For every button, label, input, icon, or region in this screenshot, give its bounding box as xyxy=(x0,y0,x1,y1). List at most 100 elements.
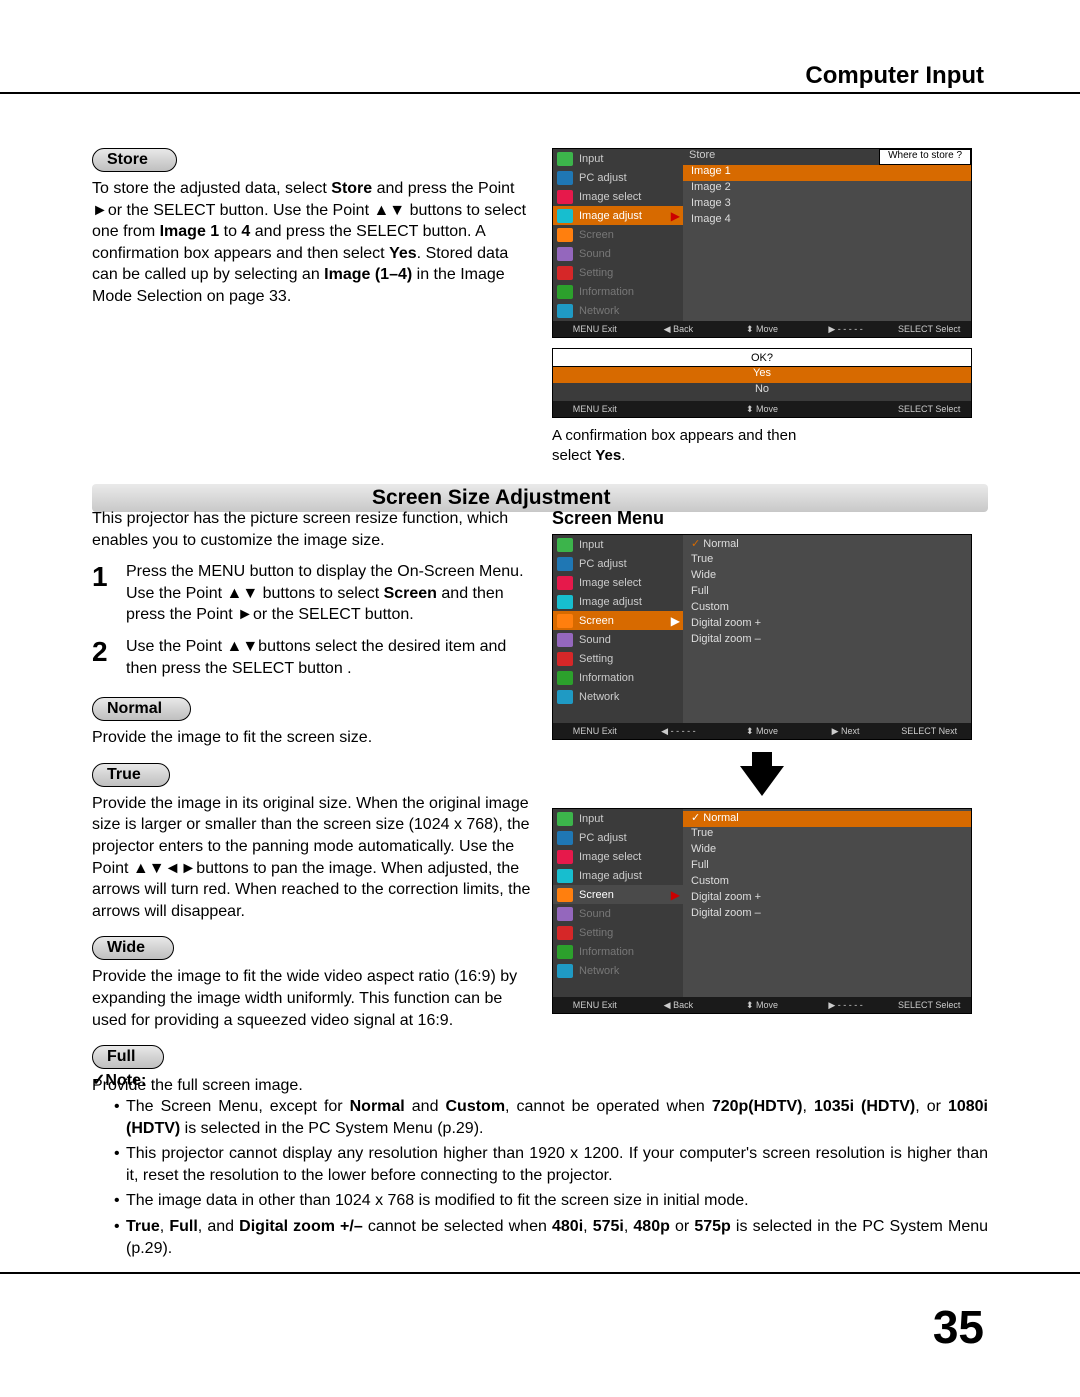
rule-bottom xyxy=(0,1272,1080,1274)
menu-icon xyxy=(557,152,573,166)
osd-side-label: Screen xyxy=(579,615,614,627)
osd-where: Where to store ? xyxy=(879,149,971,165)
osd-side-label: Setting xyxy=(579,653,613,665)
store-text: To store the adjusted data, select Store… xyxy=(92,178,537,308)
step-num-2: 2 xyxy=(92,636,126,679)
osd-screen-opt: Full xyxy=(683,859,971,875)
osd-side-label: Network xyxy=(579,691,619,703)
osd-hint: ▶ Next xyxy=(804,726,888,737)
osd-hint: MENU Exit xyxy=(553,404,637,414)
osd-screen-opt: Custom xyxy=(683,875,971,891)
osd-side-label: Network xyxy=(579,305,619,317)
osd-side-label: Image select xyxy=(579,191,641,203)
step-num-1: 1 xyxy=(92,561,126,626)
osd-side-item: PC adjust xyxy=(553,554,683,573)
osd-side-label: PC adjust xyxy=(579,172,627,184)
osd-image-opt: Image 4 xyxy=(683,213,971,229)
osd-screen-opt: Wide xyxy=(683,569,971,585)
menu-icon xyxy=(557,812,573,826)
menu-icon xyxy=(557,209,573,223)
chevron-right-icon: ▶ xyxy=(671,209,680,223)
osd-screen-opt: ✓ Normal xyxy=(683,811,971,827)
menu-icon xyxy=(557,576,573,590)
menu-icon xyxy=(557,247,573,261)
confirm-ok: OK? xyxy=(553,349,971,367)
menu-icon xyxy=(557,964,573,978)
check-icon: ✓ xyxy=(691,538,703,550)
osd-hint: ⬍ Move xyxy=(720,324,804,335)
osd-side-label: Information xyxy=(579,672,634,684)
menu-icon xyxy=(557,595,573,609)
menu-icon xyxy=(557,888,573,902)
osd-side-item: Screen▶ xyxy=(553,885,683,904)
osd-side-item: Screen xyxy=(553,225,683,244)
pill-true: True xyxy=(92,763,170,787)
osd-hint: MENU Exit xyxy=(553,324,637,334)
osd-side-label: Image adjust xyxy=(579,870,642,882)
osd-side-item: Network xyxy=(553,301,683,320)
osd-screen-opt: True xyxy=(683,553,971,569)
menu-icon xyxy=(557,228,573,242)
osd-side-item: Input xyxy=(553,535,683,554)
osd-confirm: OK? Yes No MENU Exit⬍ MoveSELECT Select xyxy=(552,348,972,418)
osd-image-opt: Image 2 xyxy=(683,181,971,197)
osd-side-item: PC adjust xyxy=(553,168,683,187)
menu-icon xyxy=(557,869,573,883)
osd-screen-opt: Custom xyxy=(683,601,971,617)
osd-side-item: Information xyxy=(553,668,683,687)
osd-side-item: PC adjust xyxy=(553,828,683,847)
osd-side-label: Network xyxy=(579,965,619,977)
menu-icon xyxy=(557,831,573,845)
osd-side-label: PC adjust xyxy=(579,558,627,570)
intro-text: This projector has the picture screen re… xyxy=(92,508,537,551)
step-text-2: Use the Point ▲▼buttons select the desir… xyxy=(126,636,537,679)
osd-side-label: Sound xyxy=(579,634,611,646)
osd-side-item: Input xyxy=(553,149,683,168)
osd-hint: SELECT Select xyxy=(887,1000,971,1010)
osd-side-item: Setting xyxy=(553,649,683,668)
osd-screen-1: InputPC adjustImage selectImage adjustSc… xyxy=(552,534,972,740)
arrow-down-icon xyxy=(740,766,784,796)
check-icon: ✓ xyxy=(691,812,703,824)
screen-menu-label: Screen Menu xyxy=(552,508,664,529)
pill-normal: Normal xyxy=(92,697,191,721)
osd-side-item: Sound xyxy=(553,904,683,923)
step-1: 1 Press the MENU button to display the O… xyxy=(92,561,537,626)
menu-icon xyxy=(557,557,573,571)
confirm-no: No xyxy=(553,383,971,399)
osd-side-item: Information xyxy=(553,942,683,961)
osd-image-opt: Image 1 xyxy=(683,165,971,181)
osd-hint: ⬍ Move xyxy=(720,1000,804,1011)
step-2: 2 Use the Point ▲▼buttons select the des… xyxy=(92,636,537,679)
osd-side-label: Sound xyxy=(579,248,611,260)
osd-side-item: Image adjust xyxy=(553,866,683,885)
osd-screen-opt: Digital zoom – xyxy=(683,907,971,923)
osd-screen-opt: Digital zoom + xyxy=(683,617,971,633)
menu-icon xyxy=(557,850,573,864)
osd-side-item: Image adjust xyxy=(553,592,683,611)
osd-side-label: Input xyxy=(579,539,603,551)
osd-side-item: Image adjust▶ xyxy=(553,206,683,225)
osd-hint: ▶ - - - - - xyxy=(804,1000,888,1011)
page-header: Computer Input xyxy=(805,62,984,90)
menu-icon xyxy=(557,538,573,552)
page-number: 35 xyxy=(933,1300,984,1354)
osd-hint: MENU Exit xyxy=(553,1000,637,1010)
osd-image-opt: Image 3 xyxy=(683,197,971,213)
osd-hint: ◀ Back xyxy=(637,324,721,335)
osd-screen-opt: Full xyxy=(683,585,971,601)
chevron-right-icon: ▶ xyxy=(671,614,680,628)
menu-icon xyxy=(557,266,573,280)
menu-icon xyxy=(557,907,573,921)
menu-icon xyxy=(557,633,573,647)
osd-side-item: Information xyxy=(553,282,683,301)
osd-side-item: Screen ▶ xyxy=(553,611,683,630)
osd-side-item: Network xyxy=(553,687,683,706)
osd-side-item: Image select xyxy=(553,187,683,206)
menu-icon xyxy=(557,304,573,318)
osd-screen-opt: Wide xyxy=(683,843,971,859)
confirm-yes: Yes xyxy=(553,367,971,383)
note-2: This projector cannot display any resolu… xyxy=(114,1143,988,1186)
osd-side-label: Input xyxy=(579,153,603,165)
menu-icon xyxy=(557,945,573,959)
